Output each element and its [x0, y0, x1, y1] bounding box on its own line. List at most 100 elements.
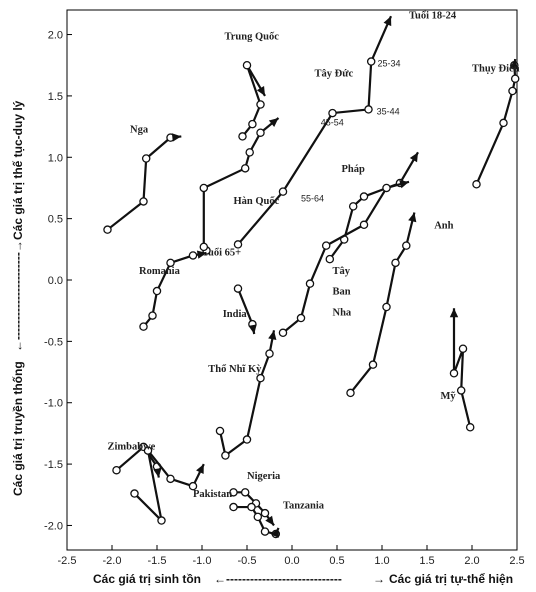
- country-label: Pháp: [342, 164, 366, 175]
- x-axis-title-left: Các giá trị sinh tồn: [93, 572, 201, 586]
- data-point: [238, 132, 247, 141]
- data-point: [278, 187, 288, 196]
- data-point: [364, 105, 373, 114]
- arrow-head: [248, 324, 257, 334]
- data-point: [382, 302, 391, 312]
- data-point: [260, 508, 270, 518]
- country-label: Tây: [333, 266, 351, 277]
- arrow-head: [399, 180, 409, 189]
- series-line: [237, 15, 393, 246]
- data-point: [103, 225, 112, 234]
- arrow-head: [271, 527, 279, 538]
- series-nigeria: [229, 488, 275, 527]
- data-point: [382, 183, 391, 193]
- data-point: [229, 488, 238, 497]
- data-point: [242, 60, 252, 70]
- data-point: [346, 388, 355, 398]
- series-tay-ban-nha: [278, 180, 410, 338]
- data-point: [248, 119, 257, 129]
- series-nga: [103, 133, 182, 234]
- series-romania: [139, 250, 207, 331]
- data-point: [499, 118, 508, 128]
- data-point: [245, 148, 254, 157]
- age-group-label: 35-44: [377, 106, 400, 116]
- data-point: [456, 386, 466, 395]
- arrow-head: [509, 59, 519, 69]
- country-label: Zimbabwe: [108, 441, 156, 452]
- arrow-head: [256, 86, 265, 96]
- data-point: [359, 220, 369, 230]
- series-pakistan: [130, 446, 205, 525]
- data-point: [130, 489, 139, 498]
- country-label: Ban: [333, 287, 351, 298]
- x-tick-label: -1.5: [148, 555, 167, 567]
- data-point: [391, 258, 400, 268]
- x-tick-label: 0.0: [284, 555, 299, 567]
- data-point: [472, 180, 481, 189]
- data-point: [215, 426, 225, 436]
- country-label: Nha: [333, 308, 352, 319]
- country-label: Tanzania: [283, 500, 325, 511]
- series-india: [233, 284, 257, 335]
- series-line: [349, 212, 416, 394]
- data-point: [166, 258, 175, 268]
- arrow-head: [196, 464, 204, 475]
- country-label: Thụy Điển: [472, 63, 520, 74]
- x-tick-label: 0.5: [329, 555, 344, 567]
- data-point: [510, 74, 520, 83]
- age-group-label: Tuổi 18-24: [409, 11, 457, 22]
- y-tick-label: -0.5: [44, 336, 63, 348]
- data-point: [359, 192, 369, 201]
- y-axis-arrow-bottom: ←----------------------→: [11, 240, 25, 352]
- country-label: India: [223, 309, 248, 320]
- age-group-label: 55-64: [301, 193, 324, 203]
- x-tick-label: 2.5: [509, 555, 524, 567]
- x-axis-arrow-left: ←-----------------------------: [214, 572, 342, 586]
- y-axis-title-bottom: Các giá trị truyền thống: [11, 361, 25, 496]
- x-tick-label: -0.5: [238, 555, 257, 567]
- series-han-quoc: [199, 117, 280, 255]
- series-trung-quoc: [238, 60, 266, 141]
- series-tay-duc: Tuổi 65+ 55-64 45-54 35-44 25-34 Tuổi 18-24: [202, 11, 457, 259]
- x-axis-title-right: Các giá trị tự-thể hiện: [389, 572, 513, 586]
- data-point: [199, 242, 209, 252]
- data-point: [328, 108, 337, 118]
- age-group-label: 45-54: [321, 117, 344, 127]
- arrow-head: [408, 212, 417, 223]
- country-label: Nigeria: [247, 471, 281, 482]
- data-point: [368, 360, 378, 369]
- arrow-head: [409, 152, 418, 163]
- data-point: [139, 322, 148, 331]
- country-label: Hàn Quốc: [234, 196, 280, 207]
- data-point: [256, 128, 265, 137]
- x-tick-label: 2.0: [464, 555, 479, 567]
- data-point: [152, 286, 162, 296]
- data-point: [321, 241, 331, 250]
- data-point: [141, 154, 151, 163]
- series-my: [449, 308, 475, 432]
- x-tick-label: -1.0: [193, 555, 212, 567]
- data-point: [229, 502, 238, 512]
- country-label: Nga: [130, 125, 149, 136]
- data-point: [256, 373, 265, 383]
- data-point: [233, 284, 243, 293]
- age-group-label: Tuổi 65+: [202, 247, 241, 258]
- arrow-head: [153, 468, 162, 478]
- data-point: [240, 164, 250, 173]
- series-tanzania: [229, 502, 281, 539]
- data-point: [366, 57, 376, 66]
- arrow-head: [265, 515, 274, 526]
- data-point: [265, 349, 274, 358]
- data-point: [139, 197, 148, 206]
- data-point: [242, 435, 252, 444]
- data-point: [199, 183, 209, 193]
- data-point: [188, 251, 198, 260]
- data-point: [166, 474, 175, 484]
- data-point: [233, 240, 243, 249]
- data-point: [240, 488, 250, 497]
- arrow-head: [268, 330, 277, 340]
- y-tick-label: -1.5: [44, 459, 63, 471]
- country-label: Trung Quốc: [225, 31, 280, 42]
- series-anh: [346, 212, 417, 398]
